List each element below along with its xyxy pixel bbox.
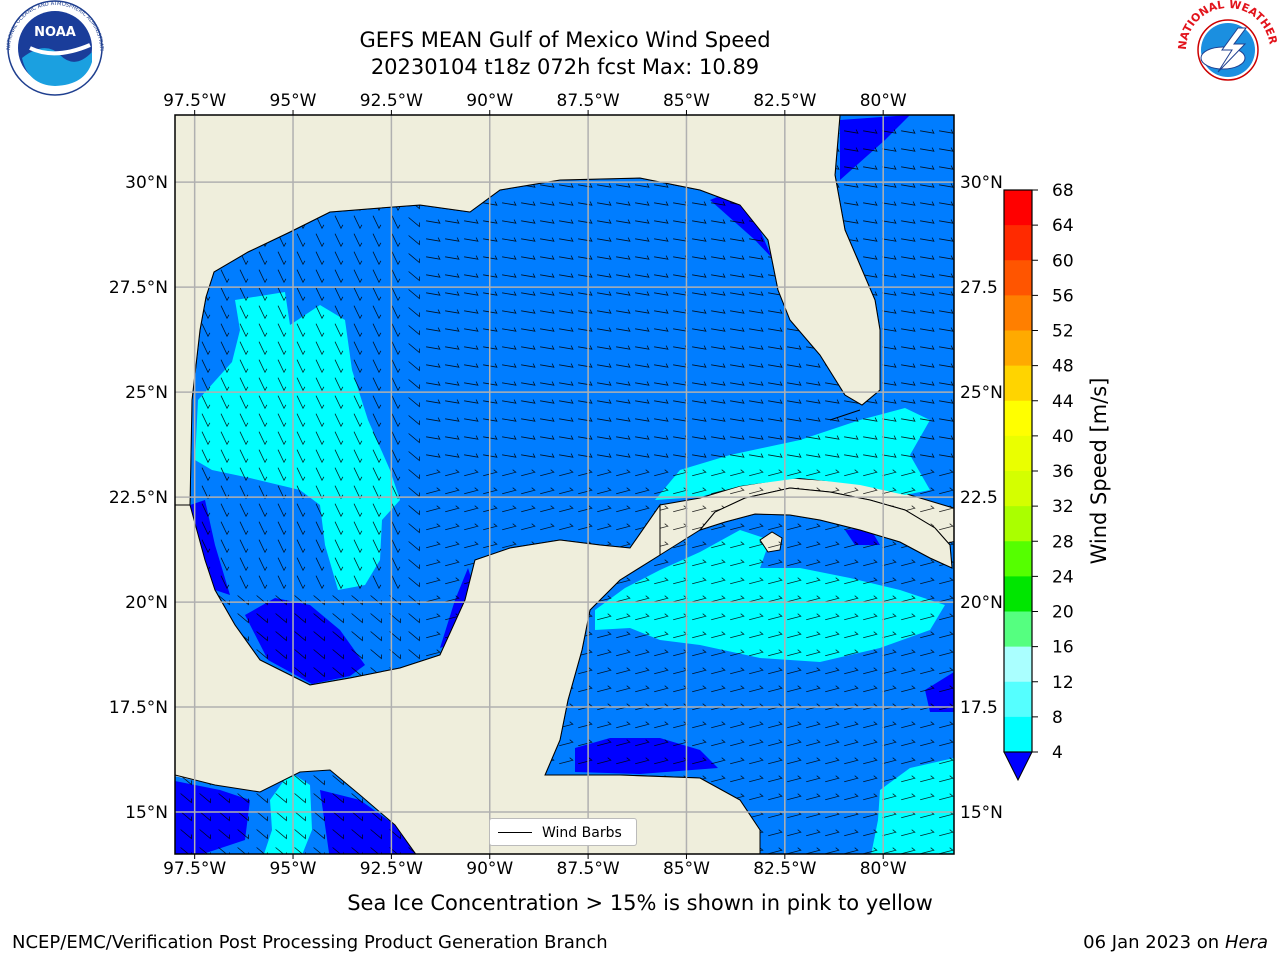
lat-tick-left-2: 25°N bbox=[125, 383, 168, 403]
lon-tick-bottom-4: 87.5°W bbox=[557, 859, 620, 879]
lat-tick-left-3: 22.5°N bbox=[109, 488, 168, 508]
lon-tick-bottom-5: 85°W bbox=[663, 859, 710, 879]
colorbar-tick-0: 68 bbox=[1052, 181, 1074, 201]
chart-title-line2: 20230104 t18z 072h fcst Max: 10.89 bbox=[370, 55, 760, 79]
colorbar-tick-9: 32 bbox=[1052, 497, 1074, 517]
noaa-logo-text: NOAA bbox=[34, 25, 76, 40]
lon-tick-bottom-3: 90°W bbox=[466, 859, 513, 879]
lon-tick-top-5: 85°W bbox=[663, 91, 710, 111]
colorbar-seg-0 bbox=[1004, 190, 1032, 226]
lat-tick-left-5: 17.5°N bbox=[109, 698, 168, 718]
low-wind-areas bbox=[175, 115, 954, 854]
lat-tick-right-0: 30°N bbox=[960, 173, 1003, 193]
colorbar-seg-2 bbox=[1004, 260, 1032, 296]
wind-barbs bbox=[175, 115, 954, 854]
noaa-logo-icon: NOAA NATIONAL OCEANIC AND ATMOSPHERIC AD… bbox=[0, 0, 104, 96]
colorbar-seg-1 bbox=[1004, 225, 1032, 261]
colorbar-tick-12: 20 bbox=[1052, 603, 1074, 623]
lat-tick-left-6: 15°N bbox=[125, 803, 168, 823]
legend-label: Wind Barbs bbox=[542, 825, 622, 841]
lon-tick-top-4: 87.5°W bbox=[557, 91, 620, 111]
lon-tick-bottom-2: 92.5°W bbox=[360, 859, 423, 879]
map-legend: Wind Barbs bbox=[489, 818, 637, 846]
nws-ring-text: NATIONAL WEATHER SERVICE bbox=[0, 0, 1280, 50]
colorbar-tick-2: 60 bbox=[1052, 251, 1074, 271]
lat-tick-right-5: 17.5 bbox=[960, 698, 998, 718]
colorbar-tick-14: 12 bbox=[1052, 673, 1074, 693]
colorbar-tick-6: 44 bbox=[1052, 392, 1074, 412]
lon-tick-top-6: 82.5°W bbox=[753, 91, 816, 111]
colorbar-tick-3: 56 bbox=[1052, 286, 1074, 306]
mexico-central-america-land bbox=[175, 503, 761, 854]
lon-tick-bottom-0: 97.5°W bbox=[163, 859, 226, 879]
colorbar-tick-13: 16 bbox=[1052, 638, 1074, 658]
graticule bbox=[175, 115, 954, 854]
colorbar-seg-5 bbox=[1004, 365, 1032, 402]
map-frame bbox=[174, 114, 955, 855]
colorbar-tick-5: 48 bbox=[1052, 357, 1074, 377]
colorbar-seg-8 bbox=[1004, 471, 1032, 507]
colorbar-seg-7 bbox=[1004, 435, 1032, 472]
credit-line: NCEP/EMC/Verification Post Processing Pr… bbox=[12, 932, 608, 953]
colorbar-label: Wind Speed [m/s] bbox=[1087, 378, 1111, 565]
colorbar-seg-15 bbox=[1004, 716, 1032, 753]
colorbar-seg-3 bbox=[1004, 295, 1032, 331]
colorbar-seg-10 bbox=[1004, 541, 1032, 577]
lat-tick-left-0: 30°N bbox=[125, 173, 168, 193]
colorbar-tick-10: 28 bbox=[1052, 532, 1074, 552]
lon-tick-top-3: 90°W bbox=[466, 91, 513, 111]
lat-tick-right-6: 15°N bbox=[960, 803, 1003, 823]
legend-line-icon bbox=[498, 832, 532, 833]
colorbar-extend bbox=[1003, 751, 1033, 782]
lon-tick-bottom-6: 82.5°W bbox=[753, 859, 816, 879]
colorbar-tick-1: 64 bbox=[1052, 216, 1074, 236]
lon-tick-top-1: 95°W bbox=[270, 91, 317, 111]
colorbar: 68 64 60 56 52 48 44 40 36 32 28 24 20 16 12 8 4 Wind Spe… bbox=[1003, 181, 1111, 782]
colorbar-tick-7: 40 bbox=[1052, 427, 1074, 447]
colorbar-seg-13 bbox=[1004, 646, 1032, 683]
lon-tick-top-2: 92.5°W bbox=[360, 91, 423, 111]
lat-tick-left-4: 20°N bbox=[125, 593, 168, 613]
high-wind-areas bbox=[195, 292, 954, 854]
colorbar-tick-11: 24 bbox=[1052, 567, 1074, 587]
colorbar-tick-8: 36 bbox=[1052, 462, 1074, 482]
colorbar-seg-11 bbox=[1004, 576, 1032, 612]
chart-title-line1: GEFS MEAN Gulf of Mexico Wind Speed bbox=[359, 28, 771, 52]
lon-tick-bottom-1: 95°W bbox=[270, 859, 317, 879]
lat-tick-right-3: 22.5 bbox=[960, 488, 998, 508]
nws-logo-icon: NATIONAL WEATHER SERVICE bbox=[0, 0, 1280, 96]
colorbar-seg-9 bbox=[1004, 506, 1032, 542]
svg-text:NATIONAL WEATHER SERVICE: NATIONAL WEATHER SERVICE bbox=[0, 0, 1280, 50]
lat-tick-left-1: 27.5°N bbox=[109, 278, 168, 298]
colorbar-seg-6 bbox=[1004, 400, 1032, 437]
lon-tick-bottom-7: 80°W bbox=[860, 859, 907, 879]
chart-subtitle: Sea Ice Concentration > 15% is shown in … bbox=[347, 891, 933, 915]
axis-ticks: 97.5°W 97.5°W 95°W 95°W 92.5°W 92.5°W 90°W 90°W… bbox=[109, 91, 1003, 879]
colorbar-tick-16: 4 bbox=[1052, 743, 1063, 763]
colorbar-seg-14 bbox=[1004, 681, 1032, 718]
run-date: 06 Jan 2023 on Hera bbox=[1083, 932, 1268, 953]
lon-tick-top-7: 80°W bbox=[860, 91, 907, 111]
colorbar-seg-4 bbox=[1004, 330, 1032, 367]
lat-tick-right-2: 25°N bbox=[960, 383, 1003, 403]
lat-tick-right-1: 27.5 bbox=[960, 278, 998, 298]
colorbar-tick-4: 52 bbox=[1052, 322, 1074, 342]
lat-tick-right-4: 20°N bbox=[960, 593, 1003, 613]
lon-tick-top-0: 97.5°W bbox=[163, 91, 226, 111]
colorbar-tick-15: 8 bbox=[1052, 708, 1063, 728]
north-america-land bbox=[175, 115, 881, 506]
map-area bbox=[175, 115, 954, 854]
colorbar-seg-12 bbox=[1004, 611, 1032, 648]
